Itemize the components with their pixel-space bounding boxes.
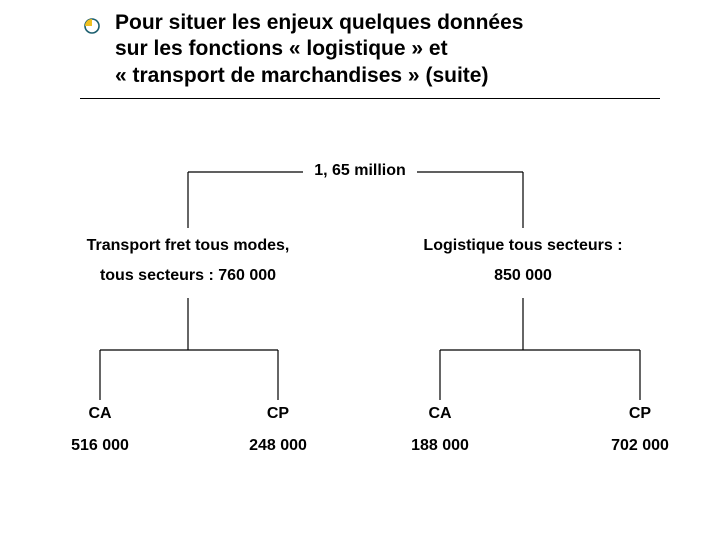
level1-transport-line1: Transport fret tous modes, bbox=[48, 236, 328, 257]
level1-logistique-line2: 850 000 bbox=[383, 266, 663, 287]
leaf-1-top: CP bbox=[228, 404, 328, 425]
leaf-2-top: CA bbox=[390, 404, 490, 425]
leaf-3-top: CP bbox=[590, 404, 690, 425]
root-label: 1, 65 million bbox=[300, 161, 420, 182]
title-bullet bbox=[84, 18, 100, 34]
title-underline bbox=[80, 98, 660, 99]
leaf-1-bottom: 248 000 bbox=[218, 436, 338, 457]
level1-transport-line2: tous secteurs : 760 000 bbox=[48, 266, 328, 287]
leaf-0-top: CA bbox=[50, 404, 150, 425]
level1-logistique-line1: Logistique tous secteurs : bbox=[383, 236, 663, 257]
title-line-1: Pour situer les enjeux quelques données bbox=[115, 10, 665, 36]
leaf-2-bottom: 188 000 bbox=[380, 436, 500, 457]
title-line-3: « transport de marchandises » (suite) bbox=[115, 63, 665, 89]
title-line-2: sur les fonctions « logistique » et bbox=[115, 36, 665, 62]
leaf-3-bottom: 702 000 bbox=[580, 436, 700, 457]
slide-title: Pour situer les enjeux quelques données … bbox=[115, 10, 665, 89]
leaf-0-bottom: 516 000 bbox=[40, 436, 160, 457]
